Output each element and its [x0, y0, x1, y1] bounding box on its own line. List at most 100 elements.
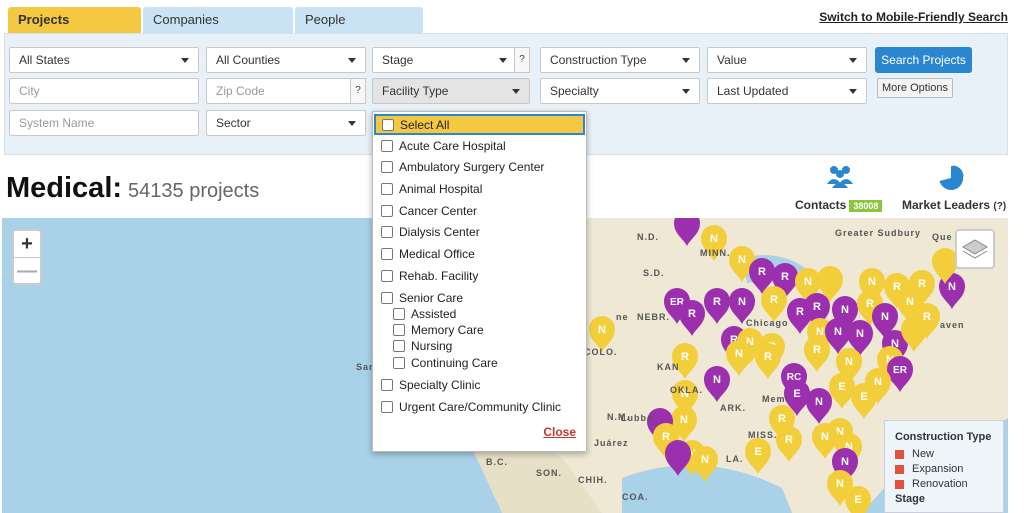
project-marker[interactable]: [665, 440, 691, 476]
project-marker[interactable]: N: [729, 288, 755, 324]
map-pin-icon: [932, 248, 958, 284]
marker-label: N: [868, 276, 876, 288]
project-marker[interactable]: [901, 316, 927, 352]
sector-select[interactable]: Sector: [206, 110, 366, 136]
project-marker[interactable]: N: [825, 318, 851, 354]
zoom-in-button[interactable]: +: [21, 233, 33, 255]
contacts-link[interactable]: Contacts 38008: [795, 198, 883, 212]
checkbox[interactable]: [381, 292, 393, 304]
project-marker[interactable]: N: [704, 366, 730, 402]
counties-select[interactable]: All Counties: [206, 47, 366, 73]
more-options-button[interactable]: More Options: [877, 78, 953, 98]
project-marker[interactable]: E: [851, 383, 877, 419]
facility-type-select[interactable]: Facility Type: [372, 78, 530, 104]
project-marker[interactable]: N: [729, 246, 755, 282]
facility-option[interactable]: Medical Office: [381, 245, 475, 263]
project-marker[interactable]: R: [704, 288, 730, 324]
facility-option[interactable]: Senior Care: [381, 289, 463, 307]
senior-sub-option[interactable]: Nursing: [393, 337, 452, 355]
project-marker[interactable]: E: [845, 486, 871, 513]
map-pin-icon: [901, 316, 927, 352]
tab-companies[interactable]: Companies: [143, 7, 293, 33]
last-updated-select[interactable]: Last Updated: [707, 78, 867, 104]
senior-sub-option[interactable]: Memory Care: [393, 321, 484, 339]
project-marker[interactable]: N: [672, 380, 698, 416]
checkbox[interactable]: [381, 248, 393, 260]
checkbox[interactable]: [381, 161, 393, 173]
facility-option[interactable]: Ambulatory Surgery Center: [381, 158, 544, 176]
close-dropdown-link[interactable]: Close: [543, 425, 576, 439]
search-projects-button[interactable]: Search Projects: [875, 47, 972, 73]
project-marker[interactable]: R: [672, 343, 698, 379]
tab-people[interactable]: People: [295, 7, 423, 33]
checkbox[interactable]: [381, 183, 393, 195]
checkbox[interactable]: [381, 205, 393, 217]
zip-code-input[interactable]: Zip Code?: [206, 78, 366, 104]
system-name-input[interactable]: System Name: [9, 110, 199, 136]
project-marker[interactable]: R: [679, 300, 705, 336]
project-marker[interactable]: [932, 248, 958, 284]
market-leaders-link[interactable]: Market Leaders (?): [902, 198, 1006, 212]
project-marker[interactable]: N: [847, 320, 873, 356]
pie-chart-icon[interactable]: [938, 165, 964, 191]
senior-sub-option[interactable]: Continuing Care: [393, 354, 498, 372]
project-marker[interactable]: E: [745, 438, 771, 474]
specialty-select[interactable]: Specialty: [540, 78, 700, 104]
map-pin-icon: [692, 446, 718, 482]
people-icon[interactable]: [826, 165, 854, 189]
mobile-friendly-link[interactable]: Switch to Mobile-Friendly Search: [819, 10, 1008, 24]
project-marker[interactable]: R: [804, 336, 830, 372]
project-marker[interactable]: N: [872, 303, 898, 339]
project-marker[interactable]: ER: [887, 356, 913, 392]
project-marker[interactable]: E: [829, 373, 855, 409]
project-marker[interactable]: N: [692, 446, 718, 482]
project-marker[interactable]: N: [701, 225, 727, 261]
chevron-down-icon: [512, 89, 520, 94]
checkbox[interactable]: [393, 340, 405, 352]
value-select[interactable]: Value: [707, 47, 867, 73]
select-all-option[interactable]: Select All: [374, 114, 585, 135]
zoom-out-button[interactable]: —: [14, 257, 40, 283]
project-marker[interactable]: [816, 265, 843, 302]
tab-projects[interactable]: Projects: [8, 7, 141, 33]
project-marker[interactable]: R: [761, 286, 787, 322]
states-select[interactable]: All States: [9, 47, 199, 73]
zip-help-icon[interactable]: ?: [350, 78, 366, 104]
checkbox[interactable]: [381, 270, 393, 282]
layers-button[interactable]: [955, 229, 995, 269]
project-marker[interactable]: E: [784, 380, 810, 416]
checkbox[interactable]: [393, 357, 405, 369]
map-place-label: Sar: [356, 362, 374, 372]
project-marker[interactable]: R: [776, 426, 802, 462]
checkbox[interactable]: [393, 308, 405, 320]
checkbox[interactable]: [381, 140, 393, 152]
checkbox[interactable]: [382, 118, 394, 131]
facility-option[interactable]: Acute Care Hospital: [381, 137, 506, 155]
project-marker[interactable]: R: [755, 343, 781, 379]
facility-option[interactable]: Dialysis Center: [381, 223, 480, 241]
facility-option[interactable]: Specialty Clinic: [381, 376, 480, 394]
checkbox[interactable]: [381, 226, 393, 238]
project-marker[interactable]: [674, 218, 700, 246]
checkbox[interactable]: [381, 401, 393, 413]
project-marker[interactable]: N: [806, 388, 832, 424]
facility-option[interactable]: Animal Hospital: [381, 180, 482, 198]
project-marker[interactable]: N: [812, 423, 838, 459]
project-marker[interactable]: R: [749, 258, 775, 294]
facility-option[interactable]: Rehab. Facility: [381, 267, 478, 285]
project-marker[interactable]: N: [726, 340, 752, 376]
project-marker[interactable]: N: [589, 316, 615, 352]
option-label: Senior Care: [399, 291, 464, 305]
marker-label: N: [713, 374, 721, 386]
city-input[interactable]: City: [9, 78, 199, 104]
facility-option[interactable]: Cancer Center: [381, 202, 477, 220]
senior-sub-option[interactable]: Assisted: [393, 305, 456, 323]
checkbox[interactable]: [381, 379, 393, 391]
checkbox[interactable]: [393, 324, 405, 336]
stage-help-icon[interactable]: ?: [514, 47, 530, 73]
facility-option[interactable]: Urgent Care/Community Clinic: [381, 398, 561, 416]
stage-select[interactable]: Stage?: [372, 47, 530, 73]
construction-type-select[interactable]: Construction Type: [540, 47, 700, 73]
market-leaders-help[interactable]: (?): [993, 201, 1007, 212]
chevron-down-icon: [682, 89, 690, 94]
